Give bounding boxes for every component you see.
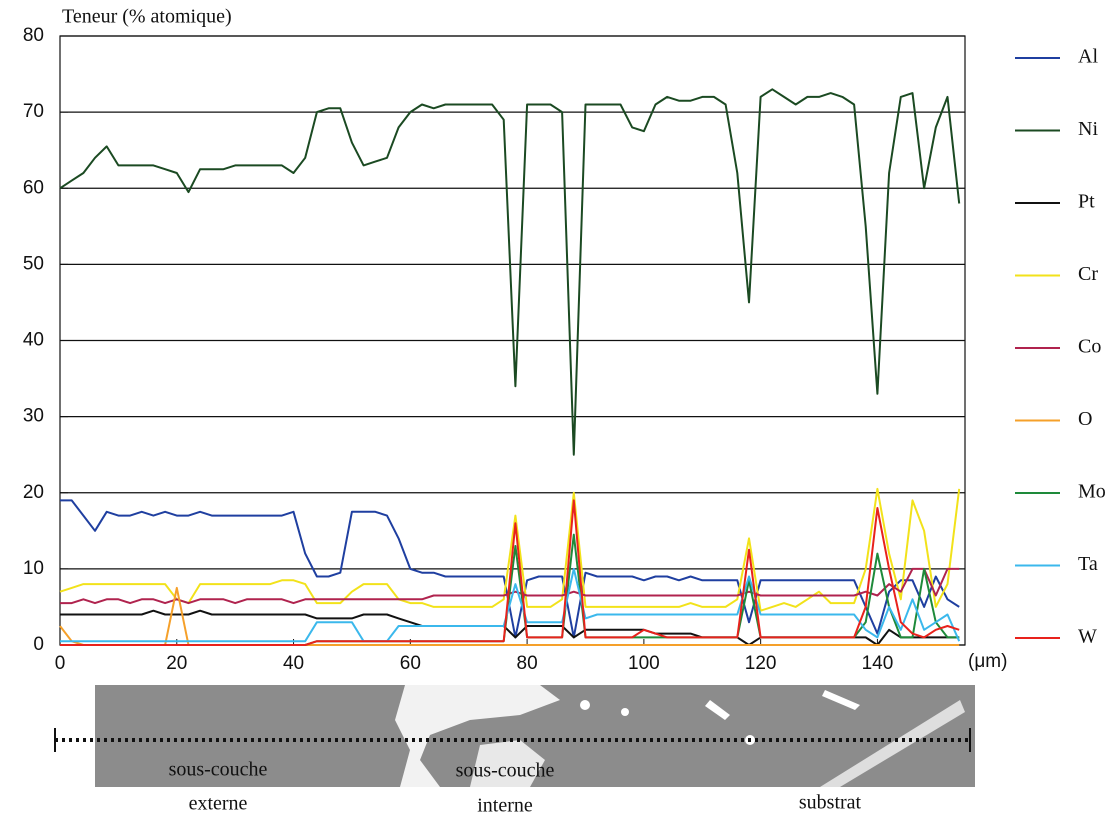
zone-label: sous-couche xyxy=(169,759,268,781)
legend-label: Mo xyxy=(1078,481,1106,503)
legend-label: Pt xyxy=(1078,191,1095,213)
series-line xyxy=(60,567,961,643)
y-tick-label: 0 xyxy=(33,634,44,655)
legend-label: Ni xyxy=(1078,118,1098,140)
zone-label: sous-couche xyxy=(456,760,555,782)
x-tick-label: 80 xyxy=(517,653,538,674)
x-tick-label: 120 xyxy=(745,653,777,674)
series-line xyxy=(59,487,961,612)
legend-label: Cr xyxy=(1078,263,1098,285)
legend-label: Al xyxy=(1078,46,1098,68)
y-tick-label: 10 xyxy=(23,558,44,579)
x-tick-label: 0 xyxy=(55,653,66,674)
micrograph-phase xyxy=(820,700,965,787)
y-tick-label: 30 xyxy=(23,406,44,427)
legend-label: W xyxy=(1078,626,1097,648)
series-line xyxy=(60,609,960,646)
x-tick-label: 60 xyxy=(400,653,421,674)
micrograph-phase xyxy=(822,690,860,710)
micrograph-phase xyxy=(705,700,730,720)
x-tick-label: 140 xyxy=(862,653,894,674)
micrograph-phase xyxy=(470,740,545,787)
y-axis-title: Teneur (% atomique) xyxy=(62,6,232,28)
y-tick-label: 20 xyxy=(23,482,44,503)
y-tick-label: 80 xyxy=(23,25,44,46)
y-tick-label: 70 xyxy=(23,101,44,122)
legend-label: Co xyxy=(1078,336,1101,358)
zone-label: externe xyxy=(189,793,248,815)
y-tick-label: 50 xyxy=(23,253,44,274)
micrograph-phase xyxy=(395,685,560,787)
x-tick-label: 100 xyxy=(628,653,660,674)
micrograph-phase xyxy=(580,700,590,710)
zone-label: substrat xyxy=(799,792,862,814)
legend-label: Ta xyxy=(1078,553,1098,575)
y-tick-label: 40 xyxy=(23,330,44,351)
series-line xyxy=(59,88,961,456)
micrograph-phase xyxy=(621,708,629,716)
x-tick-label: 20 xyxy=(166,653,187,674)
legend-label: O xyxy=(1078,408,1092,430)
micrograph xyxy=(54,685,975,787)
zone-label: interne xyxy=(477,795,533,817)
x-tick-label: 40 xyxy=(283,653,304,674)
series-line xyxy=(60,499,960,646)
y-tick-label: 60 xyxy=(23,177,44,198)
x-axis-unit: (μm) xyxy=(968,651,1007,672)
